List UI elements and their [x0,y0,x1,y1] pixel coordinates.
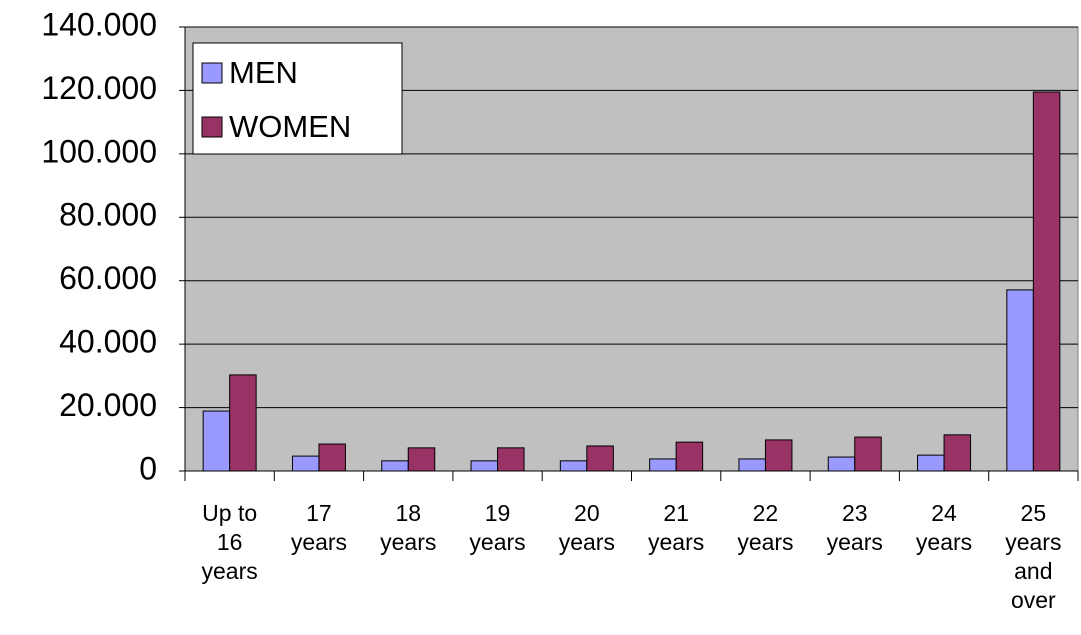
x-tick-label: 22 years [737,500,794,555]
x-tick-label: 25 years and over [1005,500,1062,613]
x-tick-label: 19 years [469,500,526,555]
x-tick-label-box: 22 years [737,500,794,555]
bar [649,458,677,472]
bar [202,410,231,472]
bar [318,443,346,472]
legend-swatch [201,116,223,138]
x-tick-label: Up to 16 years [201,500,258,584]
x-tick-label: 24 years [915,500,973,555]
legend-label: MEN [229,55,298,90]
legend-box [192,42,403,155]
bar [229,374,257,472]
bar [675,441,704,472]
y-tick-label: 120.000 [41,70,157,106]
x-tick-label-box: 25 years and over [1005,500,1062,613]
x-tick-label: 18 years [380,500,437,555]
x-tick-label: 17 years [290,500,348,555]
bar [1006,289,1034,472]
legend-label: WOMEN [229,109,351,144]
x-tick-label-box: 20 years [558,500,615,555]
bar [827,456,856,472]
y-tick-label: 80.000 [59,197,157,233]
x-tick-label: 21 years [648,500,705,555]
bar [407,447,436,472]
y-tick-label: 0 [139,450,157,486]
x-tick-label-box: Up to 16 years [201,500,258,584]
y-tick-label: 100.000 [41,133,157,169]
bar [470,460,499,472]
x-tick-label-box: 23 years [826,500,883,555]
y-tick-label: 60.000 [59,260,157,296]
x-tick-label-box: 19 years [469,500,526,555]
x-tick-label-box: 17 years [290,500,348,555]
bar [764,439,793,472]
y-tick-label: 20.000 [59,387,157,423]
legend-swatch [201,62,223,84]
x-tick-label-box: 24 years [915,500,973,555]
x-tick-label: 20 years [558,500,615,555]
bar [943,434,972,472]
bar [291,455,320,472]
bar [497,447,525,472]
bar [586,445,614,472]
x-tick-label: 23 years [826,500,883,555]
y-tick-label: 140.000 [41,6,157,42]
bar [381,460,409,472]
bar [854,436,882,472]
y-tick-label: 40.000 [59,324,157,360]
x-tick-label-box: 18 years [380,500,437,555]
bar [1032,91,1061,472]
bar [917,454,945,472]
bar [738,458,766,472]
bar [559,460,588,472]
x-tick-label-box: 21 years [648,500,705,555]
